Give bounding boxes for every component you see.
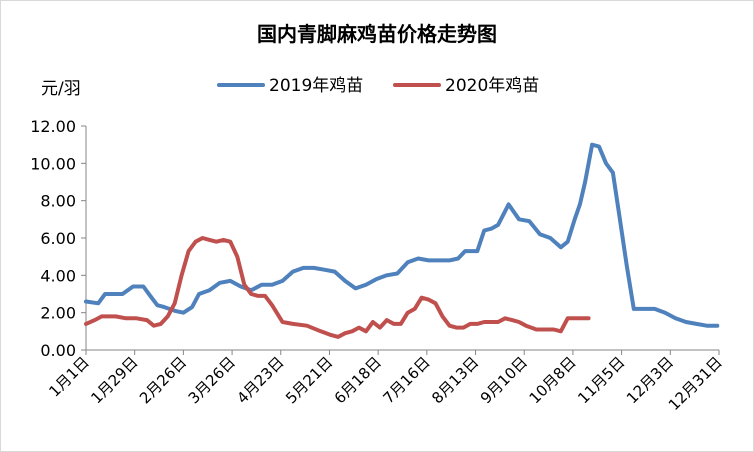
legend-label-2019: 2019年鸡苗 [269, 76, 363, 96]
x-tick-label: 3月26日 [185, 353, 239, 407]
legend: 2019年鸡苗 2020年鸡苗 [217, 76, 539, 96]
x-tick-label: 5月21日 [282, 353, 336, 407]
legend-label-2020: 2020年鸡苗 [445, 76, 539, 96]
y-tick-label: 8.00 [40, 192, 76, 211]
y-tick-label: 6.00 [40, 229, 76, 248]
x-tick-label: 9月10日 [477, 353, 531, 407]
x-tick-label: 4月23日 [233, 353, 287, 407]
x-tick-label: 11月5日 [574, 353, 628, 407]
series-line-2019 [84, 142, 720, 328]
x-tick-label: 1月29日 [87, 353, 141, 407]
series-line-2020 [84, 236, 591, 339]
x-tick-label: 6月18日 [331, 353, 385, 407]
chart-title: 国内青脚麻鸡苗价格走势图 [257, 22, 497, 46]
series-layer [84, 142, 720, 339]
x-tick-label: 1月1日 [45, 353, 92, 400]
y-tick-label: 4.00 [40, 266, 76, 285]
x-tick-label: 12月31日 [665, 353, 726, 414]
y-tick-label: 0.00 [40, 341, 76, 360]
y-axis-unit-label: 元/羽 [41, 79, 81, 99]
y-tick-label: 2.00 [40, 304, 76, 323]
y-tick-label: 10.00 [30, 154, 76, 173]
y-axis: 0.00 2.00 4.00 6.00 8.00 10.00 12.00 [30, 117, 87, 360]
x-tick-label: 8月13日 [428, 353, 482, 407]
x-tick-label: 10月8日 [526, 353, 580, 407]
x-axis: 1月1日1月29日2月26日3月26日4月23日5月21日6月18日7月16日8… [45, 349, 726, 414]
x-tick-label: 7月16日 [379, 353, 433, 407]
y-tick-label: 12.00 [30, 117, 76, 136]
x-tick-label: 2月26日 [136, 353, 190, 407]
